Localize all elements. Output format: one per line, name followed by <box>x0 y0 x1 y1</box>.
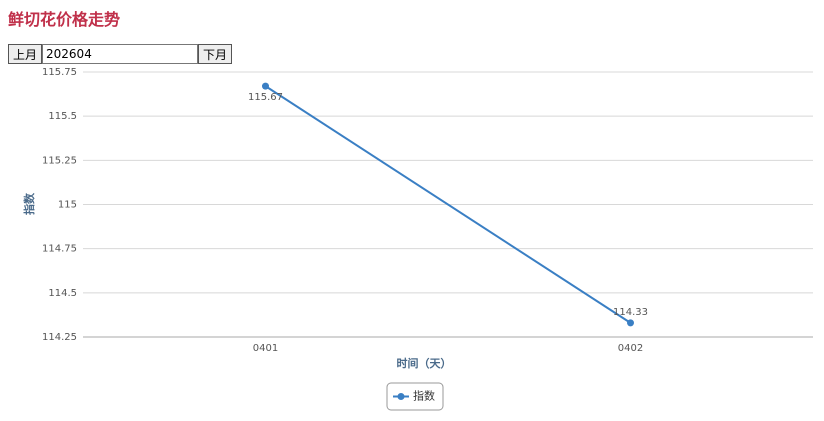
y-tick-label: 114.25 <box>42 332 77 343</box>
next-button[interactable]: 下月 <box>198 44 233 64</box>
y-tick-label: 114.5 <box>48 288 77 299</box>
prev-button[interactable]: 上月 <box>8 44 43 64</box>
data-point <box>627 319 634 327</box>
data-point <box>262 82 269 90</box>
legend-label: 指数 <box>413 389 435 403</box>
page-title: 鲜切花价格走势 <box>8 10 121 29</box>
month-input[interactable] <box>42 44 199 64</box>
x-tick-label: 0402 <box>618 343 643 354</box>
series-line <box>264 85 632 324</box>
month-controls: 上月 下月 <box>8 44 233 64</box>
x-axis-title: 时间（天） <box>397 356 452 370</box>
y-tick-label: 115 <box>58 200 77 211</box>
y-tick-label: 114.75 <box>42 244 77 255</box>
legend-swatch-dot <box>397 393 405 400</box>
legend-box <box>386 382 444 411</box>
y-tick-label: 115.75 <box>42 67 77 78</box>
y-tick-label: 115.5 <box>48 111 77 122</box>
data-label: 114.33 <box>613 307 648 318</box>
x-tick-label: 0401 <box>253 343 278 354</box>
data-label: 115.67 <box>248 92 283 103</box>
y-tick-label: 115.25 <box>42 155 77 166</box>
y-axis-title: 指数 <box>22 192 36 215</box>
